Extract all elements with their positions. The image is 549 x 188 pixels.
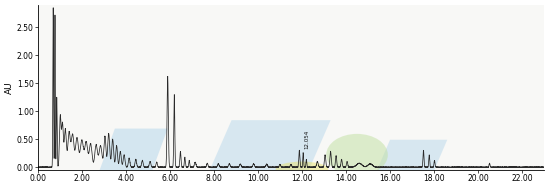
Polygon shape (99, 129, 167, 171)
Ellipse shape (326, 134, 388, 176)
Ellipse shape (276, 161, 328, 177)
Polygon shape (210, 120, 330, 171)
Text: 12.054: 12.054 (304, 130, 309, 149)
Polygon shape (377, 140, 447, 171)
Y-axis label: AU: AU (5, 81, 14, 94)
